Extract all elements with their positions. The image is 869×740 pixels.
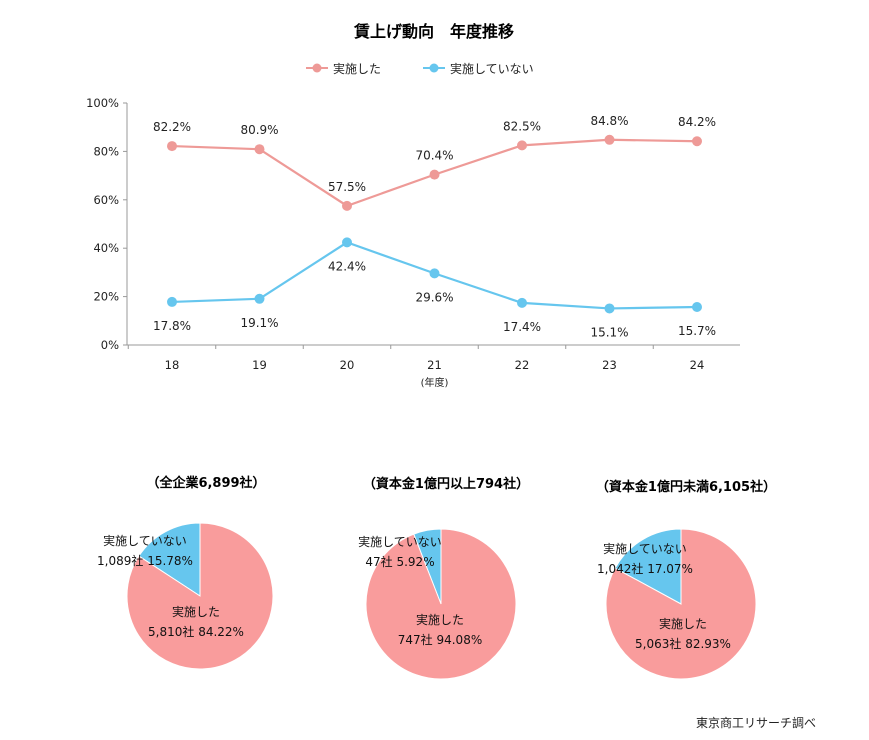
pie-label-name-0-1: 実施していない (103, 533, 187, 548)
pie-charts: （全企業6,899社） 実施していない 1,089社 15.78% 実施した 5,810… (97, 475, 776, 680)
pie-slice-1-0 (365, 528, 517, 680)
data-point-1-0 (167, 296, 177, 307)
legend-label-0: 実施した (333, 61, 381, 76)
x-tick-label-6: 24 (690, 358, 705, 372)
data-label-0-1: 80.9% (240, 123, 278, 137)
data-label-0-3: 70.4% (415, 149, 453, 163)
pie-label-value-1-0: 747社 94.08% (398, 632, 482, 647)
data-label-0-5: 84.8% (590, 114, 628, 128)
data-point-1-2 (342, 237, 352, 248)
data-label-1-6: 15.7% (678, 324, 716, 338)
data-point-0-3 (429, 169, 440, 180)
data-point-0-5 (604, 134, 615, 145)
x-tick-label-0: 18 (165, 358, 180, 372)
data-point-0-4 (517, 140, 527, 151)
pie-label-name-2-1: 実施していない (603, 541, 687, 556)
legend-marker-1 (429, 63, 439, 73)
pie-label-value-0-1: 1,089社 15.78% (97, 553, 193, 568)
y-tick-label-5: 100% (86, 96, 119, 110)
data-label-1-2: 42.4% (328, 259, 366, 273)
data-label-0-2: 57.5% (328, 180, 366, 194)
pie-label-value-1-1: 47社 5.92% (365, 554, 434, 569)
pie-label-name-1-0: 実施した (416, 612, 464, 627)
y-tick-label-1: 20% (93, 290, 119, 304)
pie-slice-2-1 (614, 528, 682, 605)
x-tick-label-5: 23 (602, 358, 617, 372)
data-point-0-0 (167, 141, 177, 152)
x-tick-label-4: 22 (515, 358, 530, 372)
pie-label-value-2-0: 5,063社 82.93% (635, 636, 731, 651)
data-point-0-1 (254, 144, 265, 155)
data-point-0-6 (692, 136, 702, 147)
chart-title: 賃上げ動向 年度推移 (353, 22, 514, 41)
data-label-0-6: 84.2% (678, 115, 716, 129)
x-tick-label-3: 21 (427, 358, 442, 372)
pie-slice-2-0 (605, 528, 757, 680)
pie-title-2: （資本金1億円未満6,105社） (596, 479, 776, 495)
pie-label-name-2-0: 実施した (659, 616, 707, 631)
data-label-1-0: 17.8% (153, 319, 191, 333)
pie-title-1: （資本金1億円以上794社） (363, 476, 529, 492)
pie-label-value-2-1: 1,042社 17.07% (597, 561, 693, 576)
data-point-1-5 (604, 303, 615, 314)
data-point-0-2 (342, 200, 352, 211)
data-label-0-4: 82.5% (503, 119, 541, 133)
y-tick-label-3: 60% (93, 193, 119, 207)
y-tick-label-4: 80% (93, 144, 119, 158)
legend-marker-0 (312, 63, 322, 73)
data-point-1-6 (692, 302, 702, 313)
x-tick-label-1: 19 (252, 358, 267, 372)
pie-slice-0-0 (126, 522, 274, 670)
data-label-1-1: 19.1% (240, 316, 278, 330)
pie-label-name-1-1: 実施していない (358, 534, 442, 549)
data-point-1-4 (517, 297, 527, 308)
pie-label-name-0-0: 実施した (172, 604, 220, 619)
y-tick-label-0: 0% (101, 338, 119, 352)
data-label-0-0: 82.2% (153, 120, 191, 134)
data-point-1-3 (429, 268, 440, 279)
x-axis-note: (年度) (421, 376, 449, 389)
pie-slice-0-1 (138, 522, 201, 597)
legend-label-1: 実施していない (450, 61, 534, 76)
pie-title-0: （全企業6,899社） (146, 475, 265, 491)
data-label-1-5: 15.1% (590, 325, 628, 339)
data-label-1-3: 29.6% (415, 290, 453, 304)
data-point-1-1 (254, 293, 265, 304)
pie-label-value-0-0: 5,810社 84.22% (148, 624, 244, 639)
y-tick-label-2: 40% (93, 241, 119, 255)
data-label-1-4: 17.4% (503, 320, 541, 334)
x-tick-label-2: 20 (340, 358, 355, 372)
source-note: 東京商工リサーチ調べ (696, 715, 816, 730)
